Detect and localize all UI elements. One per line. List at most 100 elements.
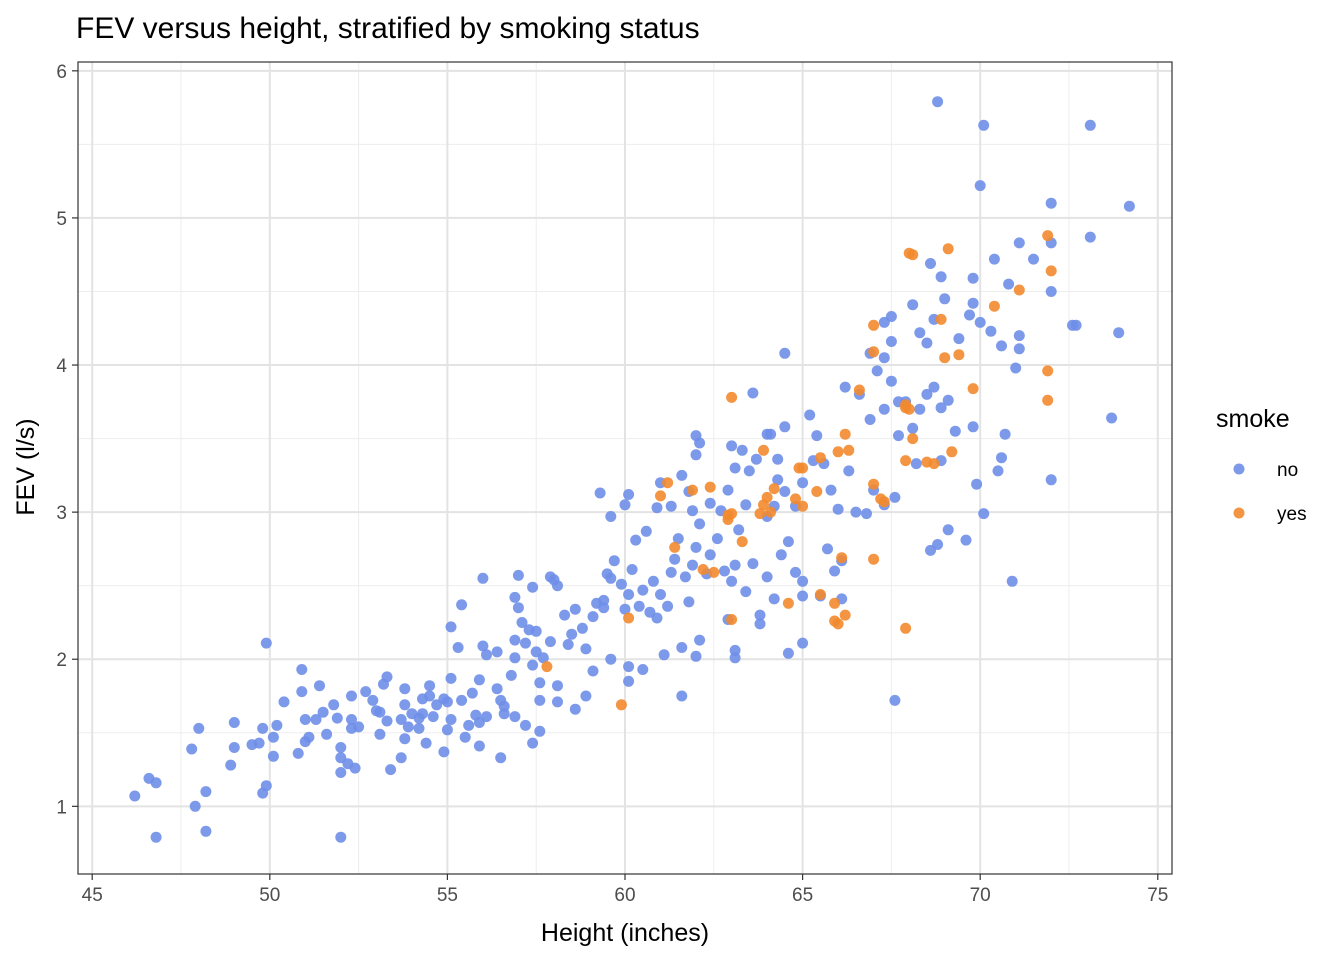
point-no bbox=[296, 664, 308, 675]
point-no bbox=[743, 465, 755, 477]
point-no bbox=[690, 449, 702, 461]
point-no bbox=[942, 394, 954, 406]
point-no bbox=[889, 694, 901, 706]
point-yes bbox=[942, 243, 954, 255]
point-no bbox=[754, 618, 766, 630]
point-yes bbox=[935, 313, 947, 325]
point-no bbox=[605, 511, 617, 522]
point-no bbox=[349, 762, 361, 774]
point-no bbox=[637, 664, 649, 675]
point-no bbox=[150, 831, 162, 843]
point-no bbox=[445, 714, 457, 725]
point-no bbox=[559, 609, 571, 621]
point-no bbox=[623, 589, 635, 600]
point-no bbox=[520, 719, 531, 731]
point-no bbox=[885, 311, 897, 322]
point-no bbox=[296, 686, 308, 698]
point-no bbox=[694, 634, 706, 646]
point-no bbox=[687, 559, 698, 571]
point-no bbox=[512, 602, 524, 614]
point-no bbox=[441, 696, 453, 708]
point-no bbox=[619, 603, 631, 615]
point-yes bbox=[697, 564, 709, 575]
y-axis: 1 2 3 4 5 6 bbox=[56, 62, 78, 818]
point-no bbox=[797, 477, 809, 489]
point-yes bbox=[811, 486, 823, 497]
point-yes bbox=[615, 699, 627, 711]
point-yes bbox=[754, 508, 766, 520]
point-yes bbox=[768, 483, 780, 495]
point-no bbox=[974, 180, 986, 192]
point-no bbox=[452, 642, 464, 653]
point-no bbox=[623, 661, 635, 673]
point-no bbox=[893, 430, 904, 442]
point-no bbox=[967, 421, 979, 433]
point-no bbox=[772, 453, 784, 465]
point-yes bbox=[903, 403, 915, 415]
point-no bbox=[473, 740, 485, 752]
y-tick-label: 6 bbox=[56, 62, 67, 83]
point-no bbox=[580, 690, 592, 702]
point-no bbox=[772, 474, 784, 486]
point-no bbox=[129, 790, 141, 802]
point-no bbox=[1013, 237, 1025, 249]
point-yes bbox=[765, 506, 777, 518]
point-yes bbox=[868, 478, 880, 490]
point-no bbox=[626, 564, 638, 575]
point-no bbox=[335, 742, 347, 753]
point-no bbox=[722, 484, 734, 496]
point-no bbox=[374, 728, 386, 740]
point-no bbox=[395, 714, 407, 725]
point-no bbox=[321, 728, 333, 740]
point-no bbox=[424, 690, 436, 702]
point-no bbox=[566, 628, 578, 640]
point-no bbox=[346, 714, 357, 725]
point-no bbox=[651, 612, 663, 624]
point-no bbox=[509, 634, 521, 646]
point-no bbox=[456, 599, 468, 611]
point-no bbox=[299, 714, 311, 725]
point-yes bbox=[907, 249, 919, 261]
point-no bbox=[605, 653, 617, 665]
point-no bbox=[534, 725, 546, 737]
point-no bbox=[871, 365, 883, 377]
point-yes bbox=[736, 536, 748, 548]
point-no bbox=[885, 375, 897, 387]
point-no bbox=[978, 119, 990, 131]
point-no bbox=[424, 680, 436, 692]
point-no bbox=[420, 737, 432, 749]
point-no bbox=[726, 575, 738, 587]
point-no bbox=[534, 677, 546, 689]
point-no bbox=[225, 759, 237, 771]
point-no bbox=[331, 712, 343, 724]
point-no bbox=[978, 508, 990, 520]
point-no bbox=[765, 428, 777, 440]
point-no bbox=[797, 575, 809, 587]
point-no bbox=[690, 650, 702, 662]
point-no bbox=[353, 721, 365, 733]
point-no bbox=[907, 299, 919, 311]
point-no bbox=[967, 272, 979, 284]
point-no bbox=[228, 742, 240, 753]
point-no bbox=[335, 767, 347, 778]
x-tick-label: 65 bbox=[792, 885, 813, 906]
point-yes bbox=[761, 491, 773, 503]
point-no bbox=[690, 541, 702, 553]
point-no bbox=[552, 680, 563, 692]
point-no bbox=[996, 452, 1007, 464]
point-no bbox=[843, 465, 855, 477]
point-no bbox=[481, 711, 492, 723]
point-no bbox=[921, 337, 933, 349]
point-yes bbox=[814, 589, 826, 600]
point-no bbox=[921, 388, 933, 400]
point-no bbox=[441, 724, 453, 736]
point-no bbox=[711, 533, 723, 545]
point-no bbox=[630, 534, 642, 546]
point-no bbox=[473, 674, 485, 686]
point-no bbox=[509, 652, 521, 664]
point-no bbox=[413, 722, 425, 734]
point-no bbox=[367, 694, 379, 706]
point-no bbox=[445, 672, 457, 684]
point-no bbox=[587, 611, 599, 623]
point-no bbox=[530, 625, 542, 637]
